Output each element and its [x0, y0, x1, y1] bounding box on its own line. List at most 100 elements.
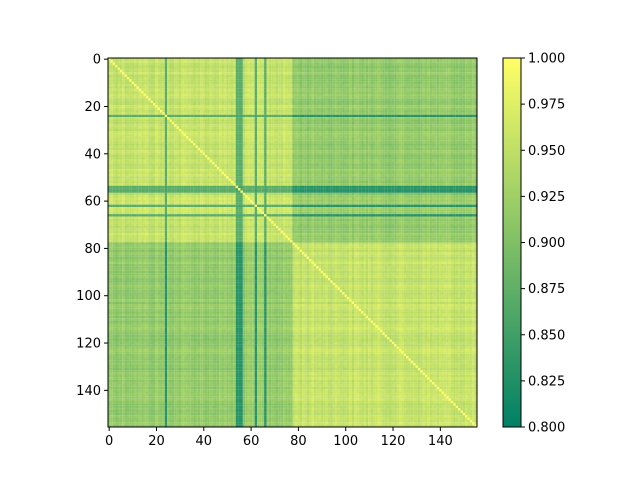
heatmap-cell — [380, 67, 383, 70]
heatmap-cell — [320, 117, 324, 120]
heatmap-cell — [285, 74, 288, 77]
heatmap-cell — [290, 105, 293, 108]
heatmap-cell — [122, 114, 125, 118]
heatmap-cell — [337, 76, 340, 80]
heatmap-cell — [455, 60, 459, 63]
heatmap-cell — [122, 74, 125, 77]
heatmap-cell — [219, 121, 222, 125]
heatmap-cell — [231, 62, 234, 66]
heatmap-cell — [316, 112, 319, 115]
heatmap-cell — [335, 60, 338, 63]
heatmap-cell — [152, 112, 156, 115]
heatmap-cell — [301, 117, 305, 120]
heatmap-cell — [304, 72, 307, 75]
heatmap-cell — [361, 74, 364, 77]
heatmap-cell — [458, 79, 461, 82]
heatmap-cell — [420, 112, 423, 115]
heatmap-cell — [268, 100, 272, 103]
heatmap-cell — [129, 107, 132, 111]
heatmap-cell — [124, 100, 127, 103]
heatmap-cell — [453, 58, 456, 61]
heatmap-cell — [304, 126, 307, 130]
heatmap-cell — [290, 100, 293, 103]
heatmap-cell — [148, 119, 151, 122]
heatmap-cell — [259, 91, 262, 94]
heatmap-cell — [169, 110, 172, 113]
heatmap-cell — [148, 72, 151, 75]
heatmap-cell — [344, 102, 347, 106]
heatmap-cell — [167, 69, 170, 73]
heatmap-cell — [164, 102, 168, 106]
heatmap-cell — [261, 110, 265, 113]
heatmap-cell — [216, 107, 220, 111]
heatmap-cell — [339, 107, 343, 111]
heatmap-cell — [235, 88, 239, 92]
heatmap-cell — [450, 91, 454, 94]
heatmap-cell — [242, 128, 246, 132]
heatmap-cell — [335, 88, 338, 92]
heatmap-cell — [325, 102, 329, 106]
heatmap-cell — [330, 62, 333, 66]
heatmap-cell — [420, 91, 423, 94]
heatmap-cell — [398, 76, 402, 80]
heatmap-cell — [171, 128, 175, 132]
heatmap-cell — [221, 67, 224, 70]
heatmap-cell — [181, 93, 184, 96]
heatmap-cell — [375, 117, 378, 120]
heatmap-cell — [176, 79, 180, 82]
heatmap-cell — [337, 121, 340, 125]
heatmap-cell — [117, 105, 120, 108]
heatmap-cell — [252, 119, 255, 122]
heatmap-cell — [228, 110, 232, 113]
heatmap-cell — [193, 114, 196, 118]
heatmap-cell — [136, 93, 139, 96]
heatmap-cell — [235, 128, 239, 132]
heatmap-cell — [434, 72, 437, 75]
heatmap-cell — [197, 107, 201, 111]
heatmap-cell — [429, 62, 433, 66]
heatmap-cell — [247, 100, 250, 103]
heatmap-cell — [176, 117, 180, 120]
heatmap-cell — [145, 131, 149, 134]
heatmap-cell — [325, 117, 329, 120]
heatmap-cell — [235, 114, 239, 118]
heatmap-cell — [287, 124, 291, 127]
heatmap-cell — [391, 86, 395, 89]
heatmap-cell — [200, 124, 203, 127]
heatmap-cell — [117, 95, 120, 99]
heatmap-cell — [145, 74, 149, 77]
heatmap-cell — [332, 65, 336, 68]
heatmap-cell — [119, 119, 123, 122]
heatmap-cell — [214, 128, 217, 132]
heatmap-cell — [150, 131, 153, 134]
heatmap-cell — [389, 74, 392, 77]
heatmap-cell — [417, 93, 421, 96]
heatmap-cell — [422, 107, 426, 111]
heatmap-cell — [231, 86, 234, 89]
heatmap-cell — [410, 128, 414, 132]
heatmap-cell — [434, 81, 437, 85]
heatmap-cell — [389, 114, 392, 118]
heatmap-cell — [297, 86, 300, 89]
heatmap-cell — [301, 67, 305, 70]
heatmap-cell — [273, 128, 276, 132]
heatmap-cell — [155, 62, 158, 66]
heatmap-cell — [327, 124, 331, 127]
heatmap-cell — [231, 93, 234, 96]
heatmap-cell — [344, 114, 347, 118]
heatmap-cell — [249, 131, 253, 134]
heatmap-cell — [254, 88, 258, 92]
heatmap-cell — [415, 110, 418, 113]
heatmap-cell — [181, 58, 184, 61]
heatmap-cell — [372, 67, 376, 70]
heatmap-cell — [259, 67, 262, 70]
heatmap-cell — [235, 107, 239, 111]
heatmap-cell — [363, 105, 366, 108]
heatmap-cell — [434, 114, 437, 118]
heatmap-cell — [448, 91, 452, 94]
heatmap-cell — [181, 117, 184, 120]
heatmap-cell — [202, 84, 206, 87]
heatmap-cell — [148, 86, 151, 89]
heatmap-cell — [226, 84, 229, 87]
heatmap-cell — [264, 58, 267, 61]
